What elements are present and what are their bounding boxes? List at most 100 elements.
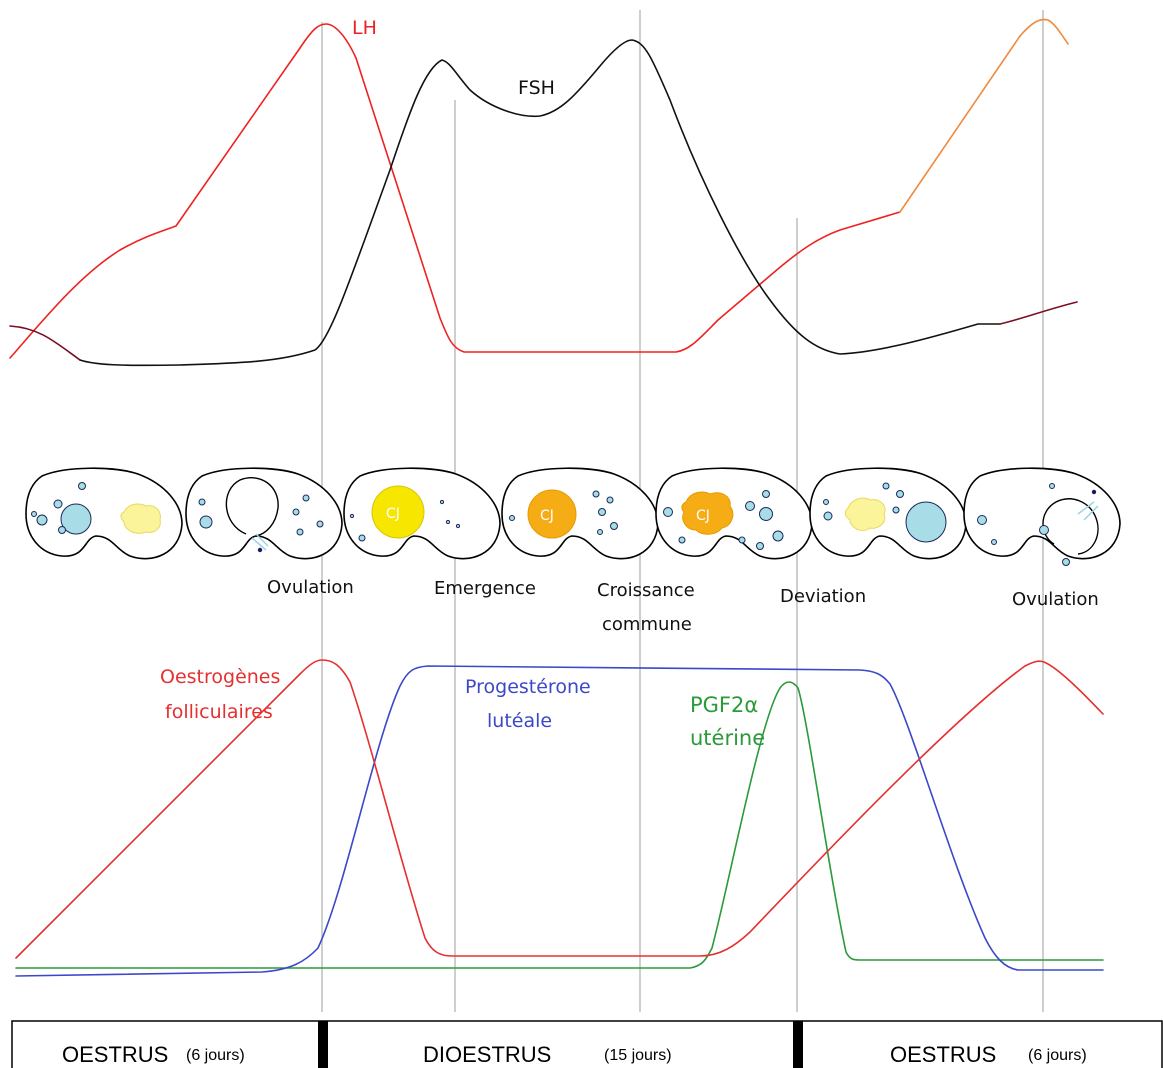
corpus-luteum bbox=[371, 485, 425, 539]
ovary bbox=[963, 467, 1121, 566]
event-emergence: Emergence bbox=[434, 578, 536, 599]
follicle bbox=[762, 490, 770, 498]
follicle bbox=[759, 507, 773, 521]
phase-oestrus-1-duration: (6 jours) bbox=[186, 1047, 245, 1064]
follicle bbox=[598, 508, 606, 516]
progesterone-label-line2: lutéale bbox=[487, 710, 552, 732]
corpus-luteum-label: CJ bbox=[696, 508, 710, 524]
lh-curve-late bbox=[899, 18, 1069, 213]
event-deviation: Deviation bbox=[780, 586, 866, 607]
event-croissance-line2: commune bbox=[602, 614, 692, 635]
ovary: CJ bbox=[501, 467, 659, 560]
follicle bbox=[823, 511, 833, 521]
phase-oestrus-2-name: OESTRUS bbox=[890, 1042, 996, 1067]
phase-oestrus-2-duration: (6 jours) bbox=[1028, 1047, 1087, 1064]
phase-dioestrus-name: DIOESTRUS bbox=[423, 1042, 551, 1067]
corpus-luteum bbox=[681, 491, 734, 535]
ruptured-follicle bbox=[1042, 498, 1099, 555]
ovary-row: CJ CJ CJ bbox=[25, 467, 1121, 566]
follicle bbox=[199, 515, 213, 529]
progesterone-label-line1: Progestérone bbox=[465, 676, 591, 698]
bottom-hormone-curves bbox=[15, 659, 1104, 977]
dominant-follicle bbox=[905, 501, 947, 543]
ovary bbox=[185, 467, 343, 560]
bottom-labels: Oestrogènes folliculaires Progestérone l… bbox=[160, 666, 765, 750]
follicle bbox=[592, 490, 600, 498]
follicle bbox=[678, 536, 686, 544]
follicle bbox=[738, 536, 746, 544]
event-ovulation-2: Ovulation bbox=[1012, 589, 1099, 610]
follicle bbox=[977, 515, 987, 525]
ovary bbox=[25, 467, 183, 560]
event-ovulation-1: Ovulation bbox=[267, 577, 354, 598]
follicle bbox=[610, 522, 618, 530]
released-oocyte bbox=[1091, 489, 1097, 495]
lh-curve bbox=[9, 23, 901, 359]
lh-label: LH bbox=[352, 17, 377, 39]
follicle bbox=[606, 496, 614, 504]
pgf2a-label-line1: PGF2α bbox=[690, 693, 758, 717]
progesterone-curve bbox=[15, 665, 1104, 977]
follicle bbox=[991, 539, 997, 545]
follicle bbox=[1049, 483, 1055, 489]
follicle bbox=[756, 542, 764, 550]
top-hormone-curves bbox=[9, 18, 1078, 367]
follicle bbox=[439, 499, 445, 505]
follicle bbox=[58, 526, 66, 534]
follicle bbox=[772, 530, 784, 542]
estrogen-label-line1: Oestrogènes bbox=[160, 666, 280, 688]
follicle bbox=[823, 499, 829, 505]
top-labels: LH FSH bbox=[352, 17, 555, 99]
follicle bbox=[745, 501, 755, 511]
follicle bbox=[296, 528, 304, 536]
follicle bbox=[292, 508, 300, 516]
follicle bbox=[1062, 558, 1070, 566]
follicle bbox=[198, 498, 206, 506]
fsh-curve-end bbox=[999, 301, 1078, 325]
follicle bbox=[53, 499, 63, 509]
follicle bbox=[31, 511, 37, 517]
released-oocyte bbox=[257, 547, 263, 553]
corpus-luteum-label: CJ bbox=[540, 508, 554, 524]
follicle bbox=[663, 507, 673, 517]
fsh-curve bbox=[79, 39, 1001, 367]
follicle bbox=[896, 490, 904, 498]
corpus-luteum bbox=[527, 489, 577, 539]
follicle bbox=[316, 520, 324, 528]
follicle bbox=[597, 529, 603, 535]
pgf2a-curve bbox=[15, 681, 1104, 969]
released-oocyte-trail bbox=[1077, 501, 1099, 521]
phase-divider-2 bbox=[793, 1021, 803, 1068]
pgf2a-label-line2: utérine bbox=[690, 726, 765, 750]
estrogen-label-line2: folliculaires bbox=[165, 701, 273, 723]
ovary: CJ bbox=[343, 467, 501, 560]
corpus-albicans bbox=[844, 497, 886, 531]
released-oocyte-trail bbox=[251, 533, 269, 551]
event-labels: Ovulation Emergence Croissance commune D… bbox=[267, 577, 1099, 635]
follicle bbox=[349, 513, 355, 519]
follicle bbox=[1039, 525, 1049, 535]
corpus-luteum-label: CJ bbox=[386, 506, 400, 522]
ruptured-follicle bbox=[225, 477, 279, 537]
phase-bar: OESTRUS (6 jours) DIOESTRUS (15 jours) O… bbox=[11, 1020, 1163, 1068]
follicle bbox=[36, 514, 48, 526]
phase-divider-1 bbox=[318, 1021, 328, 1068]
follicle bbox=[455, 523, 461, 529]
fsh-label: FSH bbox=[518, 77, 555, 99]
follicle bbox=[892, 506, 900, 514]
phase-dioestrus-duration: (15 jours) bbox=[604, 1047, 672, 1064]
follicle bbox=[302, 494, 310, 502]
follicle bbox=[882, 482, 890, 490]
follicle bbox=[445, 519, 451, 525]
event-croissance-line1: Croissance bbox=[597, 580, 695, 601]
fsh-curve-start bbox=[9, 325, 81, 361]
ovary: CJ bbox=[655, 467, 813, 560]
estrogen-curve bbox=[15, 659, 1104, 959]
follicle bbox=[60, 503, 92, 535]
follicle bbox=[358, 534, 366, 542]
follicle bbox=[78, 482, 86, 490]
corpus-albicans bbox=[120, 503, 161, 534]
phase-oestrus-1-name: OESTRUS bbox=[62, 1042, 168, 1067]
ovary bbox=[809, 467, 967, 560]
